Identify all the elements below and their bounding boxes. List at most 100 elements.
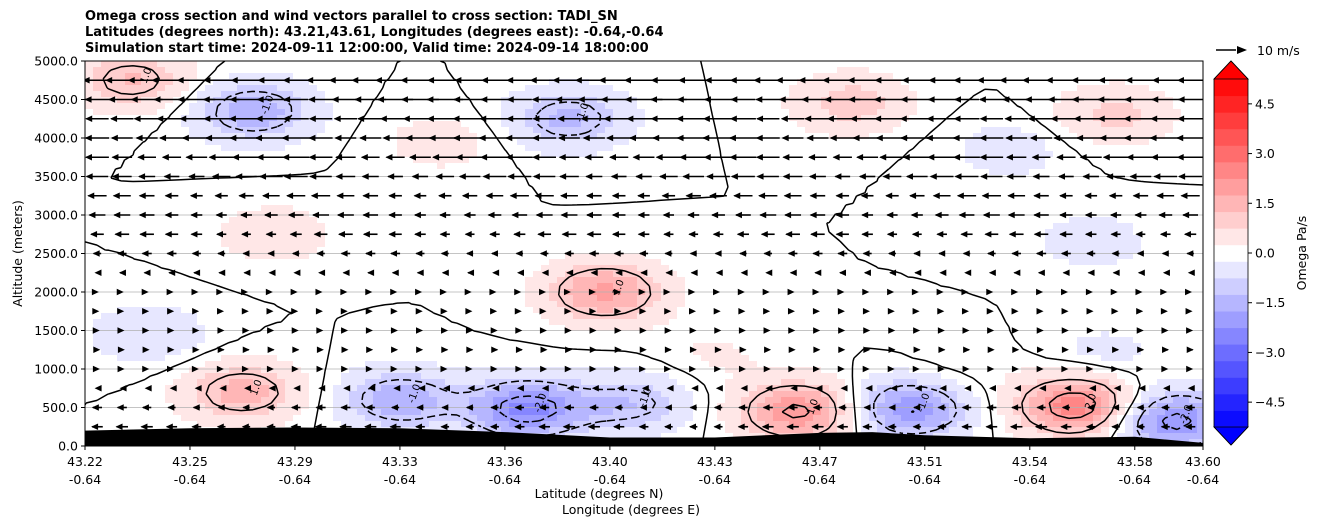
omega-cell	[605, 169, 614, 176]
omega-cell	[221, 217, 230, 224]
omega-cell	[813, 97, 822, 104]
omega-cell	[109, 145, 118, 152]
omega-cell	[309, 163, 318, 170]
omega-cell	[197, 271, 206, 278]
omega-cell	[1085, 199, 1094, 206]
omega-cell	[685, 235, 694, 242]
omega-cell	[781, 61, 790, 68]
omega-cell	[317, 73, 326, 80]
omega-cell	[1133, 181, 1142, 188]
omega-cell	[285, 217, 294, 224]
omega-cell	[101, 169, 110, 176]
omega-cell	[429, 121, 438, 128]
omega-cell	[1133, 199, 1142, 206]
omega-cell	[1149, 253, 1158, 260]
omega-cell	[1037, 79, 1046, 86]
omega-cell	[509, 235, 518, 242]
omega-cell	[757, 109, 766, 116]
omega-cell	[493, 139, 502, 146]
omega-cell	[1069, 109, 1078, 116]
omega-cell	[189, 121, 198, 128]
omega-cell	[125, 223, 134, 230]
omega-cell	[1101, 223, 1110, 230]
omega-cell	[477, 187, 486, 194]
omega-cell	[925, 187, 934, 194]
omega-cell	[1165, 253, 1174, 260]
omega-cell	[773, 133, 782, 140]
omega-cell	[301, 133, 310, 140]
omega-cell	[773, 73, 782, 80]
omega-cell	[181, 253, 190, 260]
omega-cell	[197, 247, 206, 254]
omega-cell	[253, 103, 262, 110]
omega-cell	[797, 169, 806, 176]
omega-cell	[773, 205, 782, 212]
omega-cell	[1045, 103, 1054, 110]
omega-cell	[629, 241, 638, 248]
omega-cell	[677, 253, 686, 260]
omega-cell	[261, 103, 270, 110]
omega-cell	[693, 175, 702, 182]
omega-cell	[1061, 109, 1070, 116]
omega-cell	[253, 229, 262, 236]
omega-cell	[285, 91, 294, 98]
omega-cell	[109, 103, 118, 110]
omega-cell	[1085, 265, 1094, 272]
omega-cell	[941, 139, 950, 146]
omega-cell	[429, 181, 438, 188]
omega-cell	[1053, 67, 1062, 74]
omega-cell	[261, 109, 270, 116]
omega-cell	[1189, 247, 1198, 254]
omega-cell	[1157, 133, 1166, 140]
omega-cell	[589, 175, 598, 182]
omega-cell	[829, 187, 838, 194]
omega-cell	[101, 235, 110, 242]
omega-cell	[349, 109, 358, 116]
omega-cell	[1165, 223, 1174, 230]
omega-cell	[389, 271, 398, 278]
omega-cell	[237, 259, 246, 266]
omega-cell	[637, 169, 646, 176]
omega-cell	[909, 97, 918, 104]
omega-cell	[445, 187, 454, 194]
omega-cell	[373, 133, 382, 140]
omega-cell	[1021, 169, 1030, 176]
omega-cell	[485, 151, 494, 158]
omega-cell	[837, 79, 846, 86]
omega-cell	[1013, 139, 1022, 146]
omega-cell	[413, 73, 422, 80]
omega-cell	[693, 223, 702, 230]
omega-cell	[997, 163, 1006, 170]
omega-cell	[685, 271, 694, 278]
omega-cell	[85, 73, 94, 80]
omega-cell	[517, 79, 526, 86]
omega-cell	[557, 253, 566, 260]
omega-cell	[525, 85, 534, 92]
omega-cell	[837, 163, 846, 170]
omega-cell	[749, 241, 758, 248]
omega-cell	[373, 85, 382, 92]
omega-cell	[669, 61, 678, 68]
omega-cell	[981, 241, 990, 248]
omega-cell	[837, 97, 846, 104]
omega-cell	[1189, 259, 1198, 266]
omega-cell	[925, 97, 934, 104]
omega-cell	[1125, 235, 1134, 242]
omega-cell	[1037, 85, 1046, 92]
omega-cell	[941, 223, 950, 230]
omega-cell	[725, 139, 734, 146]
omega-cell	[293, 187, 302, 194]
omega-cell	[373, 91, 382, 98]
omega-cell	[773, 121, 782, 128]
omega-cell	[1093, 205, 1102, 212]
omega-cell	[381, 91, 390, 98]
omega-cell	[797, 85, 806, 92]
omega-cell	[261, 235, 270, 242]
omega-cell	[557, 139, 566, 146]
omega-cell	[277, 175, 286, 182]
omega-cell	[685, 151, 694, 158]
omega-cell	[205, 91, 214, 98]
omega-cell	[1053, 223, 1062, 230]
omega-cell	[381, 127, 390, 134]
omega-cell	[877, 217, 886, 224]
